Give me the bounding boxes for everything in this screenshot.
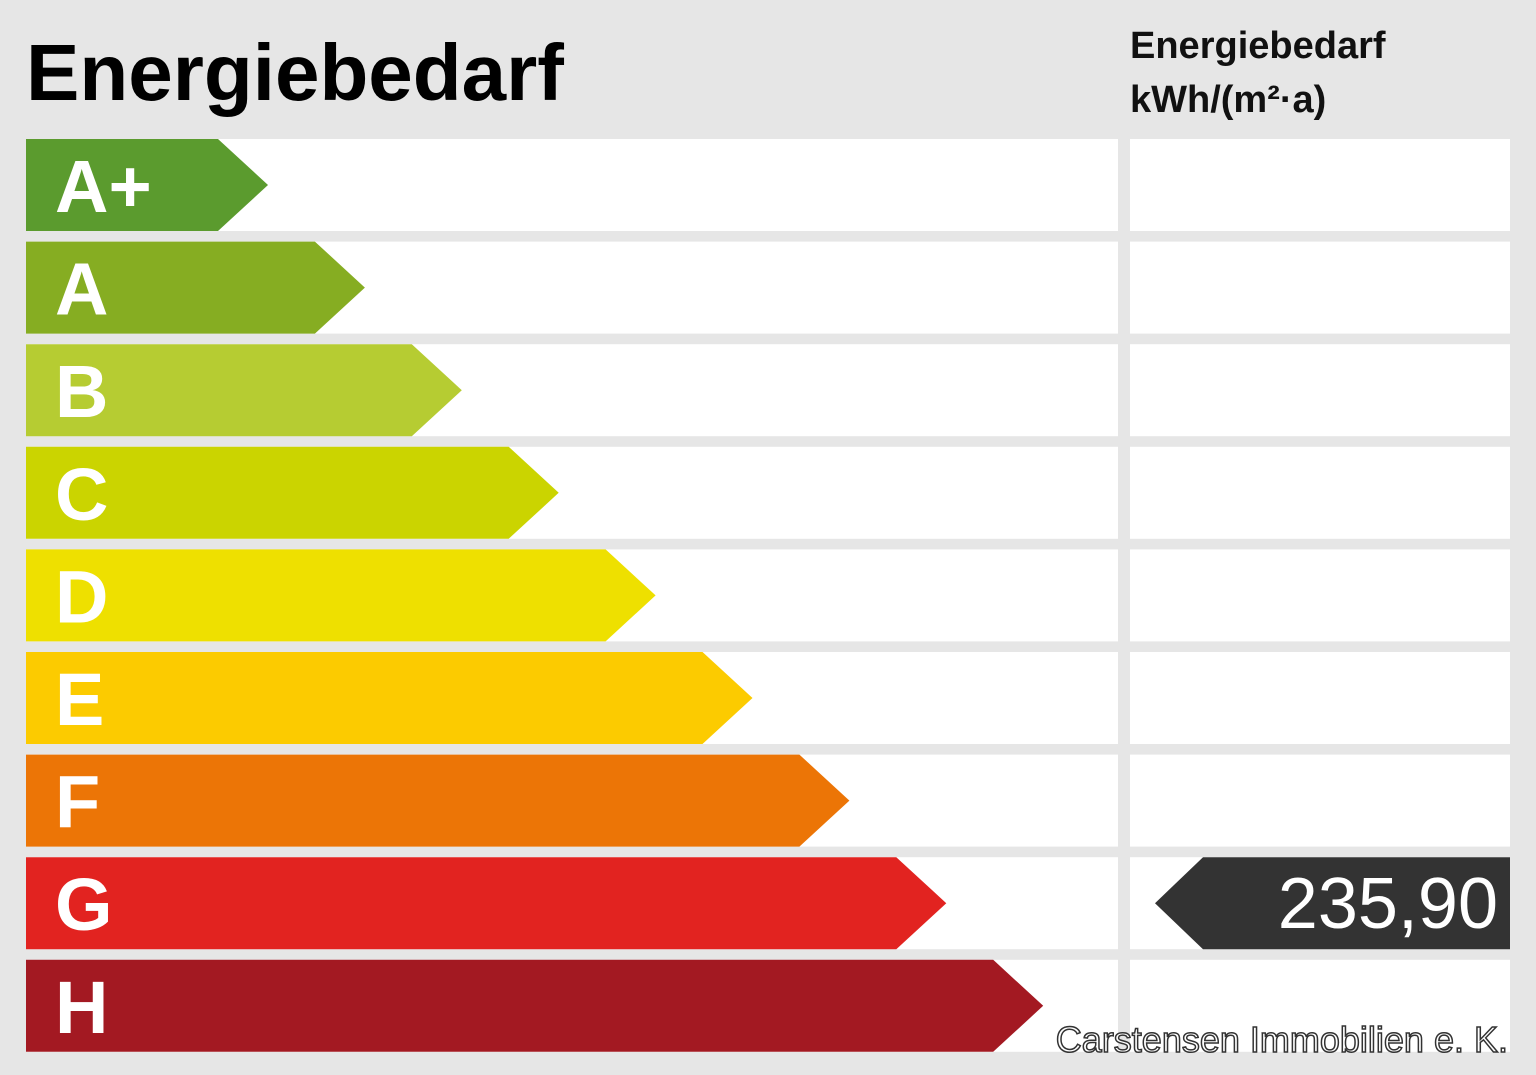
class-label: H [55,966,108,1049]
footer: Carstensen Immobilien e. K. [1056,1019,1508,1060]
class-arrow [26,241,365,334]
value-marker [1155,857,1510,950]
class-label: F [55,761,100,844]
class-label: C [55,453,108,536]
value-cell [1130,344,1510,437]
class-arrow [26,446,559,539]
value-cell [1130,549,1510,642]
class-arrow [26,652,753,744]
class-label: D [55,555,108,638]
class-arrow [26,139,268,231]
class-label: E [55,658,104,741]
class-arrow [26,549,656,642]
class-arrow [26,344,462,437]
class-arrow [26,959,1044,1052]
unit-title: Energiebedarf [1130,25,1386,67]
value-cell [1130,139,1510,231]
class-label: G [55,863,113,946]
value-label: 235,90 [1278,864,1498,944]
class-label: A+ [55,145,152,228]
value-cell [1130,446,1510,539]
class-label: A [55,248,108,331]
class-arrow [26,857,947,950]
value-cell [1130,652,1510,744]
unit: kWh/(m²·a) [1130,79,1326,121]
value-cell [1130,241,1510,334]
class-label: B [55,350,108,433]
title: Energiebedarf [26,28,564,117]
class-arrow [26,754,850,847]
value-cell [1130,959,1510,1052]
value-cell [1130,754,1510,847]
